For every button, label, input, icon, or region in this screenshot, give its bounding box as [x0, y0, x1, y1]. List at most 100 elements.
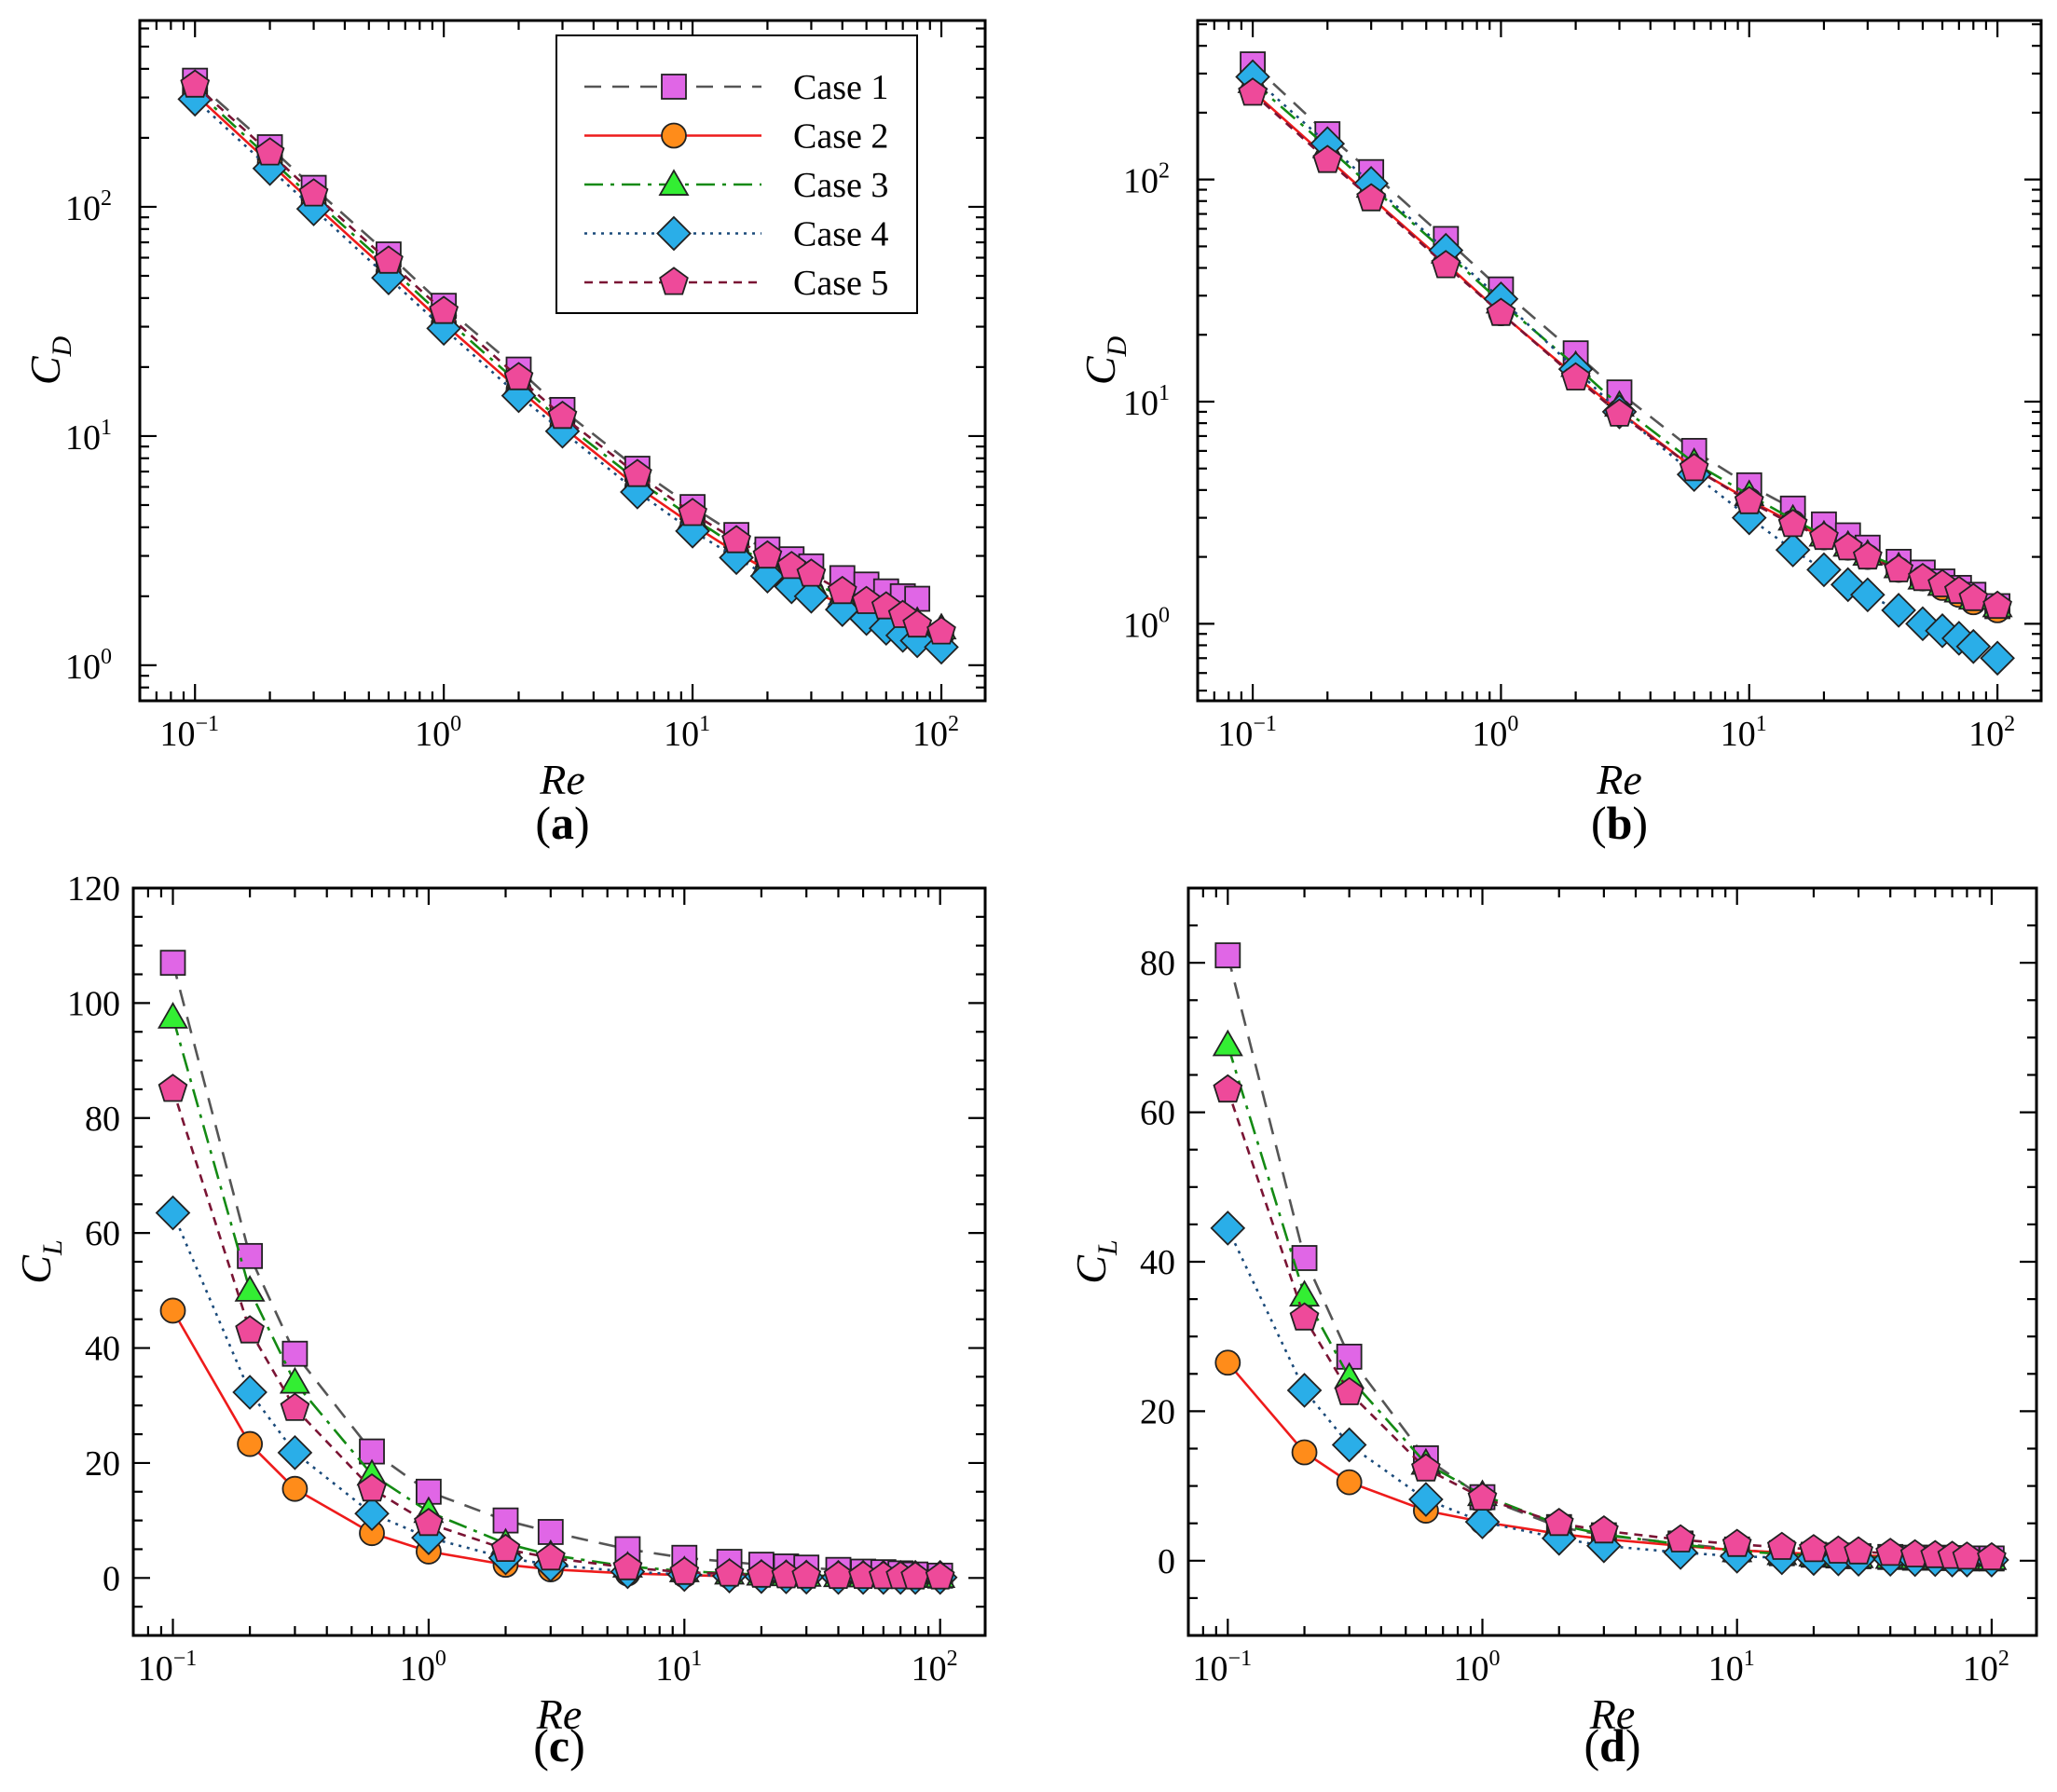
- data-point-case-5: [357, 1472, 387, 1502]
- series-line-case-5: [171, 1088, 940, 1579]
- data-point-case-4: [1905, 606, 1940, 642]
- legend-marker: [656, 215, 692, 252]
- data-point-case-5: [926, 616, 956, 645]
- legend-label: Case 5: [793, 264, 888, 303]
- data-point-case-1: [237, 1242, 264, 1269]
- legend-label: Case 2: [793, 117, 888, 157]
- data-point-case-2: [1291, 1439, 1318, 1466]
- legend-marker: [658, 169, 690, 196]
- data-point-case-5: [1958, 582, 1989, 611]
- series-line-case-1: [1227, 954, 1992, 1560]
- data-point-case-5: [1766, 1531, 1797, 1560]
- x-axis-title: Re: [1589, 1690, 1636, 1738]
- legend-marker: [661, 74, 687, 100]
- data-point-case-5: [1852, 540, 1883, 570]
- data-point-case-4: [371, 260, 406, 295]
- data-point-case-4: [1464, 1504, 1501, 1539]
- series-group: [155, 950, 958, 1595]
- data-point-case-1: [359, 1438, 385, 1465]
- data-point-case-5: [796, 558, 827, 587]
- x-tick-label: 101: [664, 712, 710, 754]
- data-point-case-4: [1955, 628, 1992, 664]
- data-point-case-2: [1336, 1469, 1363, 1496]
- data-point-case-5: [429, 295, 459, 324]
- y-axis-title: CD: [21, 335, 77, 385]
- data-point-case-5: [612, 1552, 643, 1580]
- x-tick-label: 102: [912, 712, 959, 754]
- y-tick-label: 40: [1140, 1243, 1175, 1282]
- data-point-case-4: [155, 1195, 191, 1231]
- y-tick-label: 40: [85, 1330, 120, 1369]
- chart-panel-4: 10−1 100 101 102 0 20 40 60 80 Re CL (d): [1067, 886, 2038, 1771]
- data-point-case-2: [281, 1475, 309, 1502]
- legend-box: [555, 34, 918, 314]
- data-point-case-5: [1777, 509, 1808, 538]
- data-point-case-4: [1850, 577, 1886, 613]
- y-tick-label: 100: [67, 984, 120, 1023]
- series-group: [177, 67, 959, 665]
- data-point-case-5: [1809, 521, 1839, 551]
- data-point-case-5: [1356, 183, 1387, 212]
- data-point-case-5: [1312, 144, 1343, 173]
- data-point-case-5: [503, 362, 534, 390]
- data-point-case-5: [1486, 297, 1516, 326]
- legend-label: Case 1: [793, 68, 888, 107]
- data-point-case-5: [678, 498, 707, 527]
- x-axis-title: Re: [1596, 756, 1642, 803]
- data-point-case-5: [1431, 250, 1461, 279]
- data-point-case-3: [234, 1275, 266, 1302]
- data-point-case-5: [1875, 1538, 1906, 1566]
- data-point-case-4: [252, 150, 288, 186]
- panel-label: (d): [1584, 1719, 1640, 1771]
- y-axis: 0 20 40 60 80: [1140, 886, 2036, 1637]
- legend-marker: [659, 267, 689, 295]
- chart-panel-3: 10−1 100 101 102 0 20 40 60 80 100 120 Re CL (c): [12, 869, 987, 1771]
- y-tick-label: 102: [65, 186, 112, 228]
- data-point-case-5: [254, 137, 285, 166]
- data-point-case-5: [490, 1533, 521, 1562]
- data-point-case-5: [1543, 1507, 1574, 1537]
- data-point-case-1: [159, 950, 186, 977]
- y-tick-label: 101: [65, 416, 112, 458]
- x-tick-label: 101: [1708, 1647, 1755, 1689]
- data-point-case-4: [354, 1496, 390, 1532]
- x-axis: 10−1 100 101 102: [1186, 888, 2009, 1689]
- data-point-case-5: [827, 575, 857, 605]
- data-point-case-5: [1588, 1514, 1619, 1544]
- data-point-case-5: [1334, 1376, 1364, 1405]
- x-tick-label: 10−1: [1193, 1647, 1253, 1689]
- data-point-case-5: [1666, 1524, 1695, 1553]
- x-tick-label: 100: [400, 1647, 446, 1689]
- data-point-case-5: [747, 1559, 776, 1588]
- y-axis-title: CL: [1067, 1239, 1123, 1283]
- data-point-case-5: [823, 1560, 854, 1589]
- data-point-case-4: [1806, 552, 1842, 588]
- legend: Case 1 Case 2 Case 3 Case 4 Case 5: [555, 34, 918, 314]
- data-point-case-5: [900, 1561, 930, 1590]
- data-point-case-2: [1214, 1349, 1241, 1376]
- data-point-case-5: [1952, 1541, 1982, 1570]
- series-line-case-1: [1252, 63, 1998, 608]
- legend-label: Case 3: [793, 166, 888, 205]
- y-axis-title: CD: [1076, 335, 1132, 385]
- data-point-case-2: [159, 1297, 186, 1324]
- x-tick-label: 10−1: [159, 712, 219, 754]
- series-group: [1235, 51, 2015, 677]
- data-point-case-3: [1289, 1279, 1321, 1307]
- y-tick-label: 100: [1123, 603, 1170, 645]
- data-point-case-5: [791, 1560, 822, 1589]
- data-point-case-5: [1467, 1482, 1498, 1511]
- data-point-case-5: [374, 245, 404, 274]
- data-point-case-5: [235, 1315, 265, 1344]
- data-point-case-4: [1980, 640, 2015, 677]
- y-tick-label: 100: [65, 645, 112, 687]
- legend-marker: [661, 122, 687, 149]
- x-tick-label: 101: [655, 1647, 702, 1689]
- data-point-case-5: [669, 1556, 700, 1585]
- y-tick-label: 102: [1123, 159, 1170, 201]
- panel-label: (a): [535, 797, 589, 849]
- data-point-case-5: [1799, 1534, 1829, 1563]
- data-point-case-4: [1331, 1427, 1367, 1463]
- y-axis-title: CL: [12, 1239, 68, 1283]
